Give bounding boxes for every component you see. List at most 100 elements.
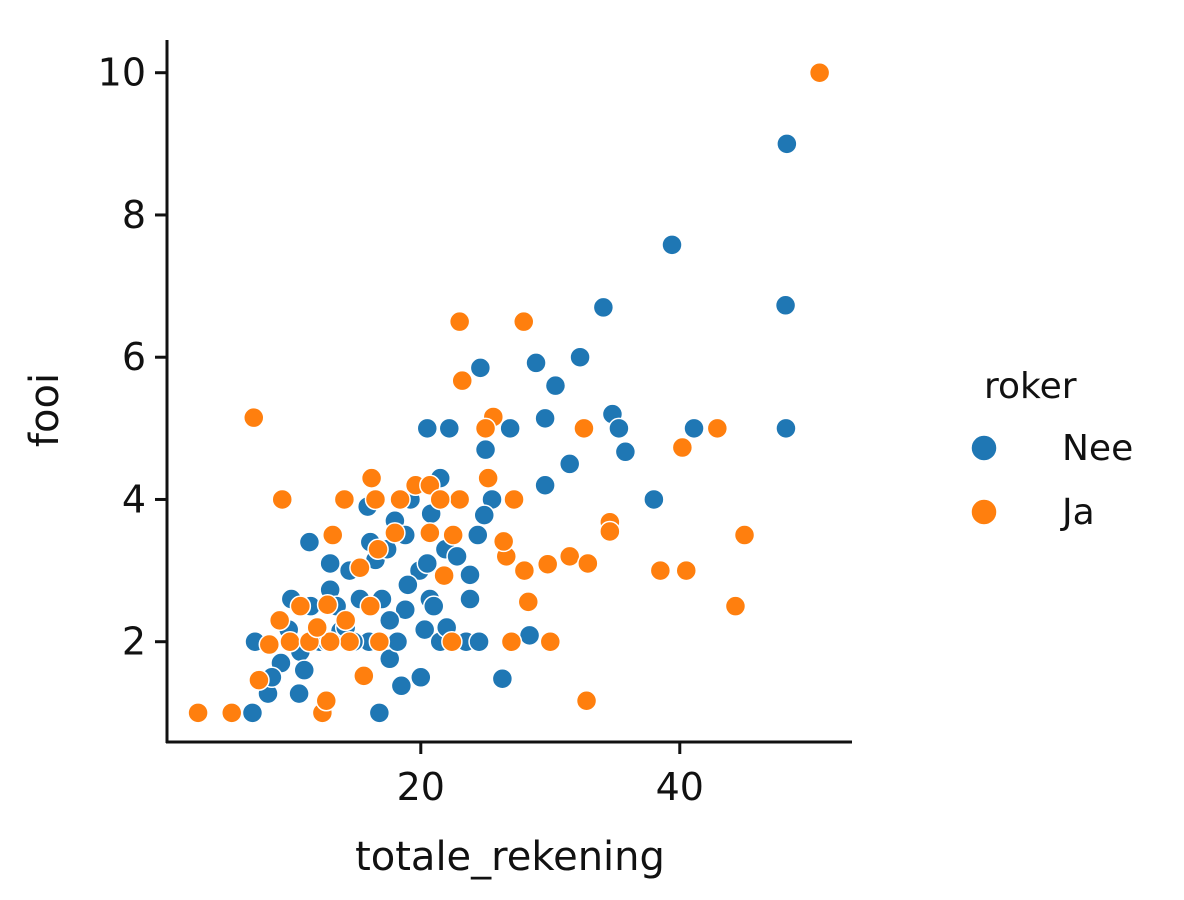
point-ja <box>448 310 471 333</box>
point-nee <box>525 352 547 374</box>
point-nee <box>459 564 481 586</box>
point-ja <box>671 436 694 459</box>
point-nee <box>386 630 409 653</box>
point-ja <box>315 689 338 712</box>
legend-marker-ja <box>970 498 998 526</box>
point-nee <box>569 346 591 368</box>
point-nee <box>558 453 581 475</box>
point-ja <box>539 630 562 653</box>
point-ja <box>333 488 356 511</box>
point-nee <box>394 598 417 621</box>
y-ticks: 2 4 6 8 10 <box>98 51 167 664</box>
point-nee <box>592 296 615 319</box>
point-nee <box>467 524 489 546</box>
point-nee <box>438 417 461 440</box>
x-tick-label: 40 <box>656 765 704 809</box>
point-nee <box>241 702 264 724</box>
point-nee <box>378 609 401 632</box>
x-axis-label: totale_rekening <box>355 834 665 880</box>
y-tick-label: 4 <box>122 477 146 521</box>
point-ja <box>306 616 328 639</box>
point-nee <box>446 545 468 568</box>
point-nee <box>534 407 556 430</box>
point-ja <box>187 702 209 724</box>
point-nee <box>390 675 413 697</box>
x-ticks: 20 40 <box>397 742 704 809</box>
point-ja <box>649 559 672 582</box>
point-nee <box>473 504 495 526</box>
points-layer <box>187 61 831 724</box>
point-ja <box>368 630 391 653</box>
point-nee <box>499 417 521 440</box>
point-ja <box>419 522 441 544</box>
point-nee <box>397 574 419 596</box>
point-ja <box>474 417 497 440</box>
point-nee <box>544 374 567 397</box>
point-nee <box>534 474 556 496</box>
point-nee <box>661 234 683 256</box>
point-nee <box>683 417 705 440</box>
point-ja <box>517 591 540 613</box>
point-nee <box>319 552 341 575</box>
point-ja <box>271 488 293 511</box>
point-nee <box>416 552 439 575</box>
point-ja <box>367 538 389 561</box>
point-ja <box>477 467 499 489</box>
point-ja <box>353 665 375 687</box>
y-tick-label: 2 <box>122 620 146 664</box>
point-ja <box>724 595 747 617</box>
point-ja <box>575 689 598 712</box>
x-tick-label: 20 <box>397 765 445 809</box>
point-nee <box>469 357 492 379</box>
point-nee <box>413 618 436 641</box>
point-ja <box>441 630 463 653</box>
point-ja <box>733 524 756 546</box>
point-nee <box>491 667 514 690</box>
point-ja <box>513 559 536 582</box>
point-ja <box>279 630 301 653</box>
point-ja <box>384 522 406 544</box>
point-ja <box>558 545 581 568</box>
point-nee <box>774 294 797 317</box>
point-ja <box>706 417 729 440</box>
point-ja <box>503 488 525 511</box>
point-nee <box>776 133 798 155</box>
legend-marker-nee <box>970 434 998 462</box>
point-ja <box>349 556 371 579</box>
point-ja <box>338 630 361 653</box>
point-ja <box>248 669 270 691</box>
y-tick-label: 10 <box>98 51 146 95</box>
point-ja <box>359 595 382 617</box>
point-ja <box>429 488 451 511</box>
point-ja <box>512 310 535 333</box>
point-ja <box>808 61 831 84</box>
point-ja <box>220 702 243 724</box>
point-nee <box>608 417 630 440</box>
point-ja <box>243 406 265 429</box>
y-tick-label: 8 <box>122 193 146 237</box>
point-nee <box>416 417 439 440</box>
point-nee <box>459 588 481 610</box>
point-ja <box>442 524 464 546</box>
point-nee <box>474 438 497 461</box>
point-ja <box>258 633 281 656</box>
point-nee <box>288 682 310 705</box>
point-ja <box>577 552 599 575</box>
y-axis-label: fooi <box>22 373 68 447</box>
point-ja <box>675 559 698 582</box>
point-ja <box>500 630 523 653</box>
point-nee <box>422 595 445 617</box>
point-ja <box>289 595 312 617</box>
point-ja <box>492 530 515 553</box>
point-nee <box>410 666 432 689</box>
legend-label-nee: Nee <box>1062 428 1133 469</box>
point-nee <box>775 417 797 440</box>
point-nee <box>643 488 665 511</box>
point-nee <box>293 659 316 681</box>
legend-label-ja: Ja <box>1060 492 1095 533</box>
point-nee <box>298 531 321 553</box>
point-ja <box>321 524 344 546</box>
point-ja <box>360 467 383 489</box>
point-ja <box>599 520 621 543</box>
point-nee <box>518 624 541 647</box>
